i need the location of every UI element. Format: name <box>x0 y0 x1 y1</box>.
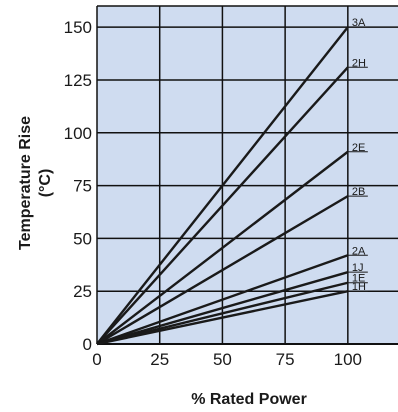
x-tick-label: 25 <box>150 350 169 369</box>
series-label-2b: 2B <box>352 186 365 198</box>
grid-lines <box>96 5 398 345</box>
y-tick-label: 100 <box>64 124 92 143</box>
series-line-2b <box>96 195 349 346</box>
series-line-1e <box>96 281 349 346</box>
series-label-3a: 3A <box>352 17 366 29</box>
x-tick-label: 100 <box>334 350 362 369</box>
series-line-2a <box>96 254 349 346</box>
series-line-1h <box>96 290 349 346</box>
y-tick-label: 150 <box>64 18 92 37</box>
series-line-2h <box>96 66 349 345</box>
tick-labels: 0 25 50 75 100 0 25 50 75 100 125 150 <box>64 18 362 369</box>
series-line-3a <box>96 26 349 345</box>
x-axis-title: % Rated Power <box>191 391 307 408</box>
series-label-1h: 1H <box>352 281 366 293</box>
y-tick-label: 50 <box>73 229 92 248</box>
series-label-1j: 1J <box>352 262 364 274</box>
y-axis-title: Temperature Rise <box>17 116 34 250</box>
y-tick-label: 125 <box>64 71 92 90</box>
y-tick-label: 25 <box>73 282 92 301</box>
x-tick-label: 0 <box>92 350 101 369</box>
y-axis-unit: (°C) <box>37 169 54 198</box>
series-lines <box>96 26 349 346</box>
series-line-1j <box>96 271 349 346</box>
x-tick-label: 50 <box>213 350 232 369</box>
series-label-2e: 2E <box>352 142 365 154</box>
series-label-1e: 1E <box>352 273 365 285</box>
series-label-2a: 2A <box>352 245 366 257</box>
y-tick-label: 0 <box>83 335 92 354</box>
series-label-2h: 2H <box>352 57 366 69</box>
series-line-2e <box>96 150 349 345</box>
y-tick-label: 75 <box>73 177 92 196</box>
x-tick-label: 75 <box>276 350 295 369</box>
